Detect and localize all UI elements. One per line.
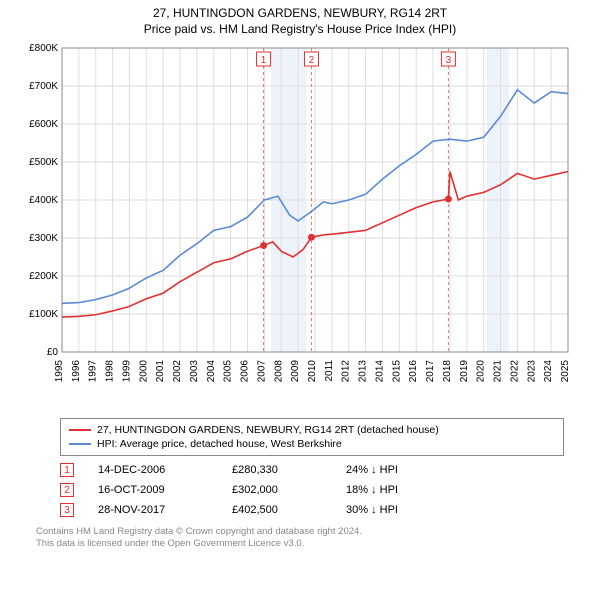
legend-label-hpi: HPI: Average price, detached house, West… [97, 438, 342, 450]
footnote-line1: Contains HM Land Registry data © Crown c… [36, 526, 564, 538]
sales-date-1: 14-DEC-2006 [98, 464, 208, 476]
chart-area: £0 £100K £200K £300K £400K £500K £600K £700K £80… [20, 42, 580, 412]
svg-text:2018: 2018 [442, 360, 453, 383]
svg-text:2015: 2015 [391, 360, 402, 383]
svg-text:2017: 2017 [425, 360, 436, 383]
svg-text:£800K: £800K [29, 43, 58, 54]
title-block: 27, HUNTINGDON GARDENS, NEWBURY, RG14 2R… [0, 0, 600, 38]
svg-text:£100K: £100K [29, 309, 58, 320]
sales-diff-2: 18% ↓ HPI [346, 484, 446, 496]
svg-text:2021: 2021 [493, 360, 504, 383]
footnote: Contains HM Land Registry data © Crown c… [36, 526, 564, 551]
title-address: 27, HUNTINGDON GARDENS, NEWBURY, RG14 2R… [10, 6, 590, 20]
svg-text:2006: 2006 [240, 360, 251, 383]
sales-price-1: £280,330 [232, 464, 322, 476]
svg-text:£500K: £500K [29, 157, 58, 168]
svg-text:2007: 2007 [256, 360, 267, 383]
sales-price-2: £302,000 [232, 484, 322, 496]
sales-marker-3: 3 [60, 503, 74, 517]
svg-text:1996: 1996 [71, 360, 82, 383]
svg-text:2016: 2016 [408, 360, 419, 383]
svg-text:£0: £0 [47, 347, 59, 358]
legend-swatch-hpi [69, 443, 91, 445]
legend: 27, HUNTINGDON GARDENS, NEWBURY, RG14 2R… [60, 418, 564, 456]
sales-row-1: 1 14-DEC-2006 £280,330 24% ↓ HPI [60, 460, 564, 480]
svg-text:£400K: £400K [29, 195, 58, 206]
legend-label-property: 27, HUNTINGDON GARDENS, NEWBURY, RG14 2R… [97, 424, 439, 436]
svg-text:£300K: £300K [29, 233, 58, 244]
legend-row-hpi: HPI: Average price, detached house, West… [69, 437, 555, 451]
svg-text:2: 2 [309, 55, 315, 66]
sales-diff-1: 24% ↓ HPI [346, 464, 446, 476]
svg-text:2014: 2014 [374, 360, 385, 383]
svg-text:2012: 2012 [341, 360, 352, 383]
sales-marker-1: 1 [60, 463, 74, 477]
footnote-line2: This data is licensed under the Open Gov… [36, 538, 564, 550]
svg-text:1995: 1995 [54, 360, 65, 383]
legend-swatch-property [69, 429, 91, 431]
svg-text:2020: 2020 [476, 360, 487, 383]
title-subtitle: Price paid vs. HM Land Registry's House … [10, 22, 590, 36]
svg-text:2023: 2023 [526, 360, 537, 383]
sales-date-2: 16-OCT-2009 [98, 484, 208, 496]
sales-diff-3: 30% ↓ HPI [346, 504, 446, 516]
svg-text:£700K: £700K [29, 81, 58, 92]
svg-text:2019: 2019 [459, 360, 470, 383]
sales-date-3: 28-NOV-2017 [98, 504, 208, 516]
svg-text:2013: 2013 [358, 360, 369, 383]
svg-text:1: 1 [261, 55, 267, 66]
sales-row-2: 2 16-OCT-2009 £302,000 18% ↓ HPI [60, 480, 564, 500]
svg-text:£600K: £600K [29, 119, 58, 130]
svg-text:2009: 2009 [290, 360, 301, 383]
legend-row-property: 27, HUNTINGDON GARDENS, NEWBURY, RG14 2R… [69, 423, 555, 437]
svg-text:2001: 2001 [155, 360, 166, 383]
svg-text:1999: 1999 [121, 360, 132, 383]
line-chart-svg: £0 £100K £200K £300K £400K £500K £600K £700K £80… [20, 42, 580, 412]
sales-row-3: 3 28-NOV-2017 £402,500 30% ↓ HPI [60, 500, 564, 520]
svg-text:3: 3 [446, 55, 452, 66]
svg-text:1997: 1997 [88, 360, 99, 383]
svg-text:2004: 2004 [206, 360, 217, 383]
svg-text:2022: 2022 [509, 360, 520, 383]
chart-container: 27, HUNTINGDON GARDENS, NEWBURY, RG14 2R… [0, 0, 600, 590]
svg-text:£200K: £200K [29, 271, 58, 282]
sales-price-3: £402,500 [232, 504, 322, 516]
svg-text:2000: 2000 [138, 360, 149, 383]
svg-text:2002: 2002 [172, 360, 183, 383]
svg-text:2024: 2024 [543, 360, 554, 383]
svg-text:1998: 1998 [105, 360, 116, 383]
svg-text:2003: 2003 [189, 360, 200, 383]
svg-text:2008: 2008 [273, 360, 284, 383]
sales-marker-2: 2 [60, 483, 74, 497]
sales-table: 1 14-DEC-2006 £280,330 24% ↓ HPI 2 16-OC… [60, 460, 564, 520]
svg-text:2011: 2011 [324, 360, 335, 382]
svg-text:2005: 2005 [223, 360, 234, 383]
svg-text:2010: 2010 [307, 360, 318, 383]
svg-text:2025: 2025 [560, 360, 571, 383]
